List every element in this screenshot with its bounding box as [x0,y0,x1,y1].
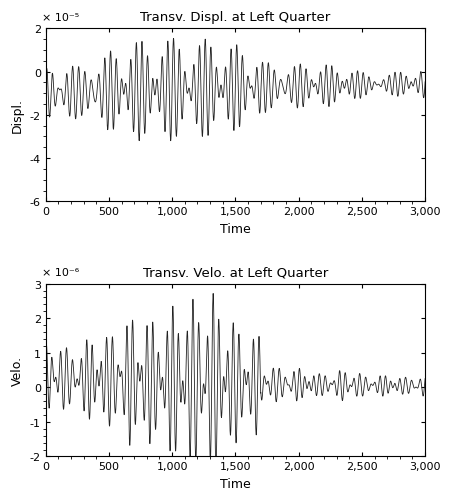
Y-axis label: Velo.: Velo. [11,355,24,385]
Text: × 10⁻⁶: × 10⁻⁶ [42,267,79,277]
X-axis label: Time: Time [220,222,250,235]
Text: × 10⁻⁵: × 10⁻⁵ [42,13,79,23]
Title: Transv. Displ. at Left Quarter: Transv. Displ. at Left Quarter [140,11,330,24]
X-axis label: Time: Time [220,477,250,490]
Title: Transv. Velo. at Left Quarter: Transv. Velo. at Left Quarter [143,266,327,279]
Y-axis label: Displ.: Displ. [11,98,24,133]
